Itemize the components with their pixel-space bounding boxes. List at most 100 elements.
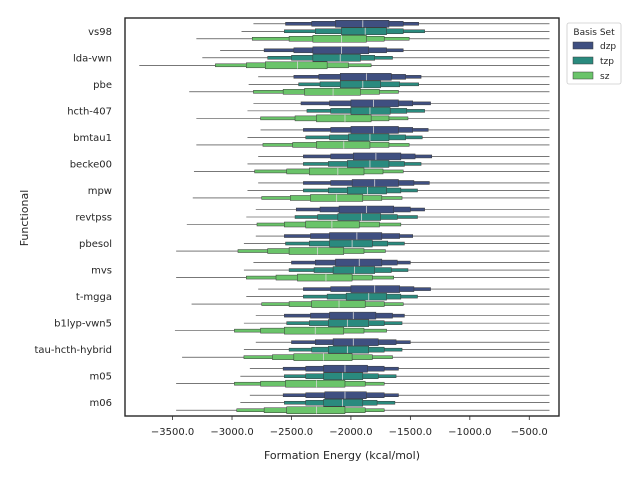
x-tick-label: −2500.0 (270, 427, 313, 438)
letter-value-box-3 (339, 73, 392, 81)
boxen-revtpss-sz (186, 220, 550, 229)
boxen-tau-hcth-hybrid-dzp (255, 338, 550, 346)
y-tick-label: tau-hcth-hybrid (34, 345, 112, 356)
boxen-t-mgga-dzp (258, 285, 550, 293)
letter-value-box-3 (350, 99, 399, 108)
y-axis-label: Functional (18, 190, 31, 247)
y-tick-label: revtpss (75, 213, 112, 224)
boxen-pbe-tzp (248, 80, 550, 89)
plot-frame (124, 17, 560, 417)
y-tick-label: t-mgga (76, 292, 112, 303)
letter-value-box-3 (339, 80, 381, 89)
legend-swatch-sz (572, 71, 594, 80)
x-tick-label: −1000.0 (448, 427, 491, 438)
letter-value-box-3 (329, 239, 373, 248)
legend-label-dzp: dzp (600, 42, 616, 52)
letter-value-box-3 (285, 379, 346, 388)
letter-value-box-3 (293, 353, 353, 361)
x-tick-label: −500.0 (511, 427, 548, 438)
letter-value-box-3 (297, 273, 353, 282)
letter-value-box-3 (329, 232, 383, 240)
letter-value-box-3 (351, 179, 399, 187)
legend-swatch-dzp (572, 41, 594, 50)
boxen-bmtau1-tzp (247, 133, 550, 142)
y-tick-label: b1lyp-vwn5 (54, 319, 112, 330)
letter-value-box-3 (347, 160, 390, 168)
y-tick-label: bmtau1 (73, 133, 112, 144)
boxen-lda-vwn-sz (139, 61, 550, 70)
letter-value-box-3 (323, 398, 364, 407)
boxen-bmtau1-dzp (260, 126, 550, 134)
x-tick-label: −1500.0 (389, 427, 432, 438)
boxen-mpw-dzp (258, 179, 550, 187)
y-tick-label: becke00 (70, 159, 112, 170)
letter-value-box-3 (350, 126, 399, 134)
boxen-b1lyp-vwn5-dzp (255, 311, 550, 320)
boxen-hcth-407-sz (196, 114, 550, 123)
letter-value-box-3 (335, 20, 390, 28)
boxen-pbesol-sz (176, 247, 550, 255)
axes: vs98 lda-vwn pbe hcth-407 bmtau1 becke00 mpw re… (34, 17, 560, 438)
legend-label-tzp: tzp (600, 57, 614, 67)
boxen-b1lyp-vwn5-tzp (243, 319, 550, 327)
legend: Basis Set dzp tzp sz (566, 22, 622, 85)
boxen-revtpss-dzp (255, 205, 550, 214)
y-tick-label: pbe (93, 80, 112, 91)
boxen-lda-vwn-dzp (220, 46, 550, 55)
letter-value-box-3 (265, 61, 328, 70)
letter-value-box-3 (328, 345, 370, 354)
boxen-vs98-sz (196, 35, 550, 43)
y-tick-label: mpw (88, 186, 112, 197)
boxen-lda-vwn-tzp (202, 54, 550, 62)
boxen-mvs-tzp (243, 266, 550, 274)
letter-value-box-3 (335, 258, 383, 267)
letter-value-box-3 (311, 300, 366, 308)
letter-value-box-3 (312, 35, 367, 43)
boxen-mvs-dzp (253, 258, 550, 267)
boxen-becke00-tzp (247, 160, 550, 168)
boxen-pbesol-dzp (255, 232, 550, 240)
x-tick-label: −3500.0 (151, 427, 194, 438)
y-tick-label: vs98 (88, 27, 112, 38)
letter-value-box-3 (316, 141, 371, 149)
letter-value-box-3 (323, 364, 368, 373)
y-tick-label: hcth-407 (67, 106, 112, 117)
legend-label-sz: sz (600, 72, 610, 82)
boxen-m06-dzp (249, 391, 550, 399)
x-tick-label: −2000.0 (329, 427, 372, 438)
letter-value-box-3 (305, 220, 360, 229)
boxen-tau-hcth-hybrid-tzp (243, 345, 550, 354)
y-tick-label: mvs (91, 266, 112, 277)
boxen-m05-sz (176, 379, 550, 388)
boxen-pbesol-tzp (243, 239, 550, 248)
letter-value-box-3 (286, 406, 346, 414)
boxen-m06-sz (176, 406, 550, 414)
boxen-vs98-tzp (241, 27, 550, 36)
y-tick-label: m05 (90, 372, 112, 383)
boxen-revtpss-tzp (246, 213, 550, 221)
boxen-mpw-sz (192, 194, 550, 202)
y-tick-label: lda-vwn (73, 53, 112, 64)
boxen-tau-hcth-hybrid-sz (182, 353, 550, 361)
letter-value-box-3 (341, 27, 387, 36)
boxen-mvs-sz (176, 273, 550, 282)
boxen-pbe-sz (189, 88, 550, 96)
letter-value-box-3 (332, 338, 379, 346)
letter-value-box-3 (312, 46, 370, 55)
letter-value-box-3 (350, 285, 400, 293)
boxen-pbe-dzp (258, 73, 550, 81)
plot-area (139, 20, 550, 414)
legend-title: Basis Set (573, 28, 615, 38)
boxen-t-mgga-sz (191, 300, 550, 308)
letter-value-box-3 (312, 54, 361, 62)
x-tick-label: −3000.0 (210, 427, 253, 438)
letter-value-box-3 (347, 186, 387, 195)
letter-value-box-3 (323, 372, 364, 380)
letter-value-box-3 (345, 292, 387, 301)
boxen-b1lyp-vwn5-sz (174, 326, 550, 335)
boxen-becke00-dzp (258, 152, 550, 161)
letter-value-box-3 (350, 107, 391, 115)
boxen-vs98-dzp (253, 20, 550, 28)
letter-value-box-3 (288, 247, 345, 255)
